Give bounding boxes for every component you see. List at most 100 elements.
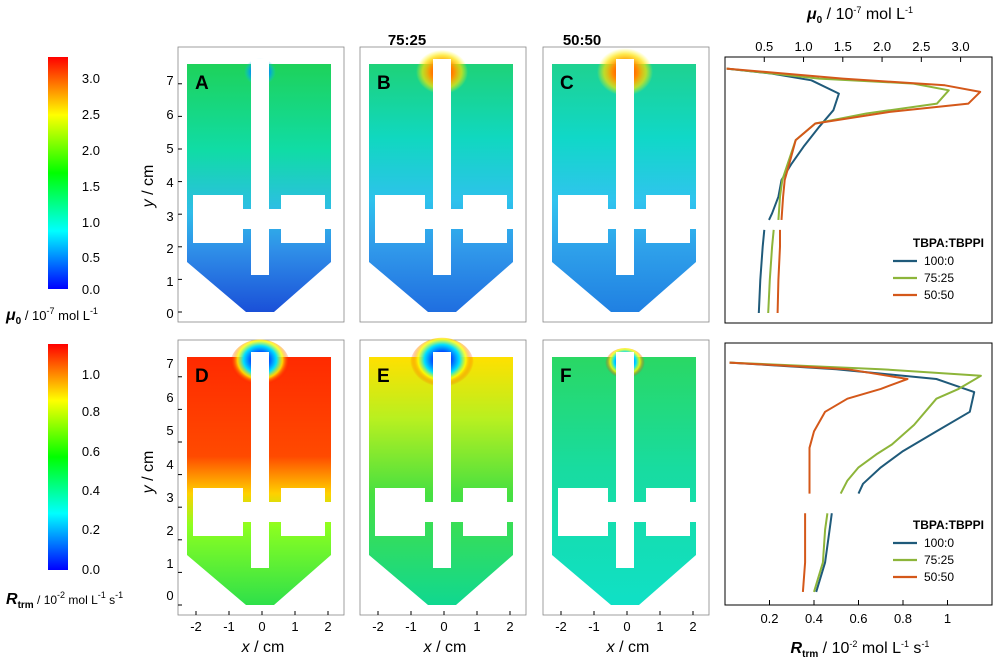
map-xtick: 2: [689, 619, 696, 634]
colorbar-rtrm-tick: 0.4: [82, 483, 100, 498]
chart-xtick: 1.0: [794, 39, 812, 54]
map-xtick: 1: [656, 619, 663, 634]
colorbar-rtrm: 1.0 0.8 0.6 0.4 0.2 0.0 Rtrm / 10-2 mol …: [6, 344, 123, 611]
chart-xtick: 0.2: [760, 611, 778, 626]
legend-entry: 50:50: [924, 288, 954, 302]
colorbar-mu0-tick: 0.5: [82, 250, 100, 265]
impeller-blade-left: [558, 488, 608, 536]
chart-xtick: 0.8: [894, 611, 912, 626]
series-line-100-0: [815, 513, 833, 593]
series-line-50-50: [776, 229, 781, 314]
impeller-blade-left: [558, 195, 608, 243]
contour-panel: A: [177, 46, 345, 323]
stirrer-shaft: [433, 59, 451, 275]
impeller-hub: [602, 209, 702, 229]
chart-xtick: 0.4: [805, 611, 823, 626]
colorbar-rtrm-ramp: [48, 344, 68, 570]
contour-panel: C: [542, 46, 710, 323]
map-ytick: 3: [166, 209, 173, 224]
colorbar-rtrm-tick: 0.2: [82, 522, 100, 537]
colorbar-mu0-tick: 3.0: [82, 71, 100, 86]
stirrer-shaft: [433, 352, 451, 568]
map-ytick: 7: [166, 356, 173, 371]
chart-xtick: 2.0: [873, 39, 891, 54]
map-ytick: 7: [166, 73, 173, 88]
series-line-100-0: [726, 67, 840, 221]
series-line-75-25: [813, 513, 829, 593]
impeller-blade-left: [193, 488, 243, 536]
chart-xtick: 2.5: [912, 39, 930, 54]
chart-xtick: 1: [944, 611, 951, 626]
map-ytick: 4: [166, 457, 173, 472]
map-ylabel-top: y / cm: [140, 165, 157, 209]
map-ytick: 4: [166, 175, 173, 190]
colorbar-mu0-tick: 0.0: [82, 282, 100, 297]
impeller-hub: [419, 502, 519, 522]
map-xtick: -1: [223, 619, 235, 634]
map-xtick: -2: [372, 619, 384, 634]
colorbar-mu0-ramp: [48, 57, 68, 289]
map-ytick: 3: [166, 490, 173, 505]
map-ytick: 2: [166, 523, 173, 538]
column-header-50-50: 50:50: [563, 32, 601, 49]
line-charts: 0.5 1.0 1.5 2.0 2.5 3.0 TBPA:TBPPI 100:0 75:25 50…: [726, 39, 984, 626]
map-ytick: 6: [166, 390, 173, 405]
panel-letter: D: [195, 366, 209, 387]
contour-panel: F: [542, 339, 710, 616]
contour-panel: B: [359, 46, 527, 323]
series-line-50-50: [726, 67, 982, 220]
panel-letter: C: [560, 73, 574, 94]
panel-letter: F: [560, 366, 572, 387]
legend-entry: 50:50: [924, 570, 954, 584]
stirrer-shaft: [251, 352, 269, 568]
map-ytick: 0: [166, 588, 173, 603]
legend-entry: 100:0: [924, 254, 954, 268]
colorbar-mu0-tick: 1.5: [82, 179, 100, 194]
panel-letter: B: [377, 73, 391, 94]
chart-xtick: 1.5: [834, 39, 852, 54]
contour-panel: D: [177, 339, 345, 616]
legend-title: TBPA:TBPPI: [913, 236, 984, 250]
map-xtick: 0: [258, 619, 265, 634]
map-xtick: -1: [405, 619, 417, 634]
colorbar-mu0-tick: 2.0: [82, 143, 100, 158]
impeller-hub: [602, 502, 702, 522]
series-line-50-50: [729, 361, 909, 494]
map-ytick: 1: [166, 274, 173, 289]
colorbar-mu0-label: μ0 / 10-7 mol L-1: [5, 306, 98, 327]
colorbar-rtrm-tick: 0.0: [82, 562, 100, 577]
legend-entry: 75:25: [924, 553, 954, 567]
chart-xtick: 0.5: [755, 39, 773, 54]
impeller-hub: [419, 209, 519, 229]
series-line-50-50: [801, 513, 807, 592]
series-line-100-0: [757, 229, 766, 314]
map-yticks-top: 0 1 2 3 4 5 6 7: [166, 73, 173, 321]
colorbar-mu0: 3.0 2.5 2.0 1.5 1.0 0.5 0.0 μ0 / 10-7 mo…: [5, 57, 100, 327]
stirrer-shaft: [251, 59, 269, 275]
series-line-100-0: [729, 361, 976, 495]
colorbar-mu0-tick: 1.0: [82, 215, 100, 230]
map-xaxes: -2 -1 0 1 2 x / cm -2 -1 0 1 2 x / cm -2 -1 0 1 2 x / cm: [190, 611, 697, 656]
map-xlabel: x / cm: [423, 639, 467, 656]
impeller-blade-left: [193, 195, 243, 243]
line-chart-bottom-axis-label: Rtrm / 10-2 mol L-1 s-1: [791, 639, 930, 660]
map-xtick: 0: [623, 619, 630, 634]
panel-letter: A: [195, 73, 209, 94]
impeller-blade-left: [375, 195, 425, 243]
colorbar-rtrm-tick: 1.0: [82, 367, 100, 382]
map-xlabel: x / cm: [606, 639, 650, 656]
map-ytick: 6: [166, 107, 173, 122]
colorbar-rtrm-tick: 0.6: [82, 444, 100, 459]
colorbar-mu0-ticks: 3.0 2.5 2.0 1.5 1.0 0.5 0.0: [82, 71, 100, 297]
colorbar-mu0-tick: 2.5: [82, 107, 100, 122]
colorbar-rtrm-label: Rtrm / 10-2 mol L-1 s-1: [6, 590, 123, 611]
chart-xtick: 3.0: [952, 39, 970, 54]
map-xtick: 1: [473, 619, 480, 634]
map-ytick: 5: [166, 423, 173, 438]
legend-entry: 100:0: [924, 536, 954, 550]
panel-letter: E: [377, 366, 390, 387]
line-chart-bottom-frame: [724, 342, 993, 606]
series-line-75-25: [767, 229, 775, 314]
stirrer-shaft: [616, 59, 634, 275]
